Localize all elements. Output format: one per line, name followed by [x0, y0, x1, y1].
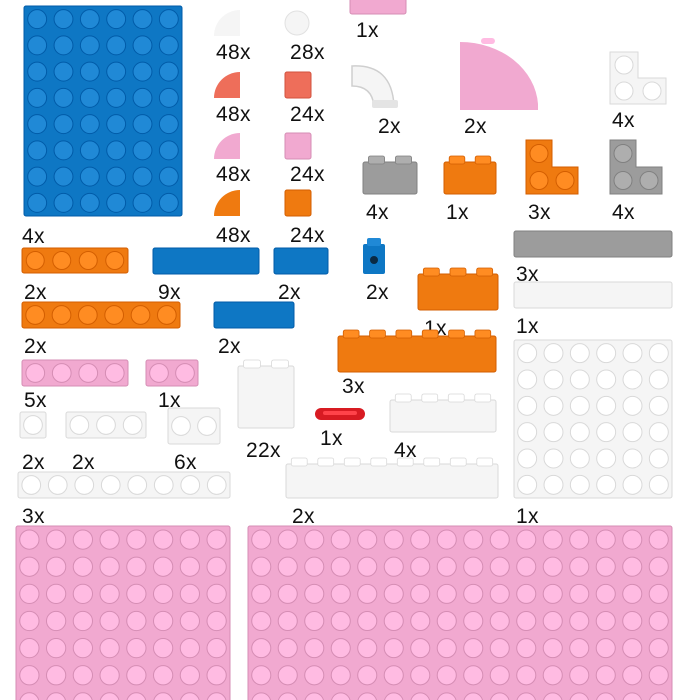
white-quarter-tile-1x1-piece — [214, 10, 240, 36]
white-plate-6x6-quantity: 1x — [516, 505, 539, 528]
orange-brick-1x2-quantity: 1x — [446, 201, 469, 224]
pink-baseplate-16x8-piece — [247, 525, 673, 700]
pink-brick-top-quantity: 1x — [356, 19, 379, 42]
white-brick-1x4-quantity: 4x — [394, 439, 417, 462]
pink-quarter-tile-1x1-quantity: 48x — [216, 163, 251, 186]
salmon-tile-1x1-piece — [284, 71, 312, 99]
orange-corner-plate-piece — [525, 139, 579, 195]
pink-tile-1x1-quantity: 24x — [290, 163, 325, 186]
orange-quarter-tile-1x1-quantity: 48x — [216, 224, 251, 247]
white-tile-1x6-quantity: 1x — [516, 315, 539, 338]
gray-tile-1x6-piece — [513, 230, 673, 258]
pink-quarter-round-4x4-piece — [458, 38, 540, 110]
white-plate-1x3-piece — [65, 411, 147, 439]
white-plate-1x3-quantity: 2x — [72, 451, 95, 474]
white-corner-plate-2x2-quantity: 4x — [612, 109, 635, 132]
white-quarter-tile-1x1-quantity: 48x — [216, 41, 251, 64]
white-curved-pipe-piece — [350, 54, 406, 108]
orange-plate-2x6-quantity: 3x — [342, 375, 365, 398]
pink-plate-1x4-quantity: 5x — [24, 389, 47, 412]
red-bar-holder-quantity: 1x — [320, 427, 343, 450]
blue-brick-1x1-hole-quantity: 2x — [366, 281, 389, 304]
orange-tile-1x1-quantity: 24x — [290, 224, 325, 247]
blue-baseplate-8x10-quantity: 4x — [22, 225, 45, 248]
pink-brick-top-piece — [349, 0, 407, 15]
gray-tile-1x6-quantity: 3x — [516, 263, 539, 286]
white-brick-1x2-low-piece — [167, 407, 221, 445]
white-round-tile-1x1-quantity: 28x — [290, 41, 325, 64]
gray-plate-1x2-quantity: 4x — [366, 201, 389, 224]
blue-tile-1x3-quantity: 2x — [218, 335, 241, 358]
white-corner-plate-2x2-piece — [609, 51, 667, 105]
blue-baseplate-8x10-piece — [23, 5, 183, 217]
gray-corner-plate-piece — [609, 139, 663, 195]
white-tile-1x6-piece — [513, 281, 673, 309]
gray-corner-plate-quantity: 4x — [612, 201, 635, 224]
pink-quarter-tile-1x1-piece — [214, 133, 240, 159]
orange-plate-1x6-piece — [21, 301, 181, 329]
pink-plate-1x2-piece — [145, 359, 199, 387]
salmon-quarter-tile-1x1-quantity: 48x — [216, 103, 251, 126]
white-plate-6x6-piece — [513, 339, 673, 499]
red-bar-holder-piece — [315, 406, 365, 422]
salmon-tile-1x1-quantity: 24x — [290, 103, 325, 126]
orange-corner-plate-quantity: 3x — [528, 201, 551, 224]
white-brick-1x2-tall-piece — [237, 359, 295, 429]
blue-tile-1x4-quantity: 9x — [158, 281, 181, 304]
orange-brick-2x3-piece — [417, 267, 499, 311]
white-plate-1x8-piece — [17, 471, 231, 499]
white-curved-pipe-quantity: 2x — [378, 115, 401, 138]
gray-plate-1x2-piece — [362, 155, 418, 195]
white-plate-1x1-piece — [19, 411, 47, 439]
orange-plate-1x4-quantity: 2x — [24, 281, 47, 304]
salmon-quarter-tile-1x1-piece — [214, 72, 240, 98]
pink-tile-1x1-piece — [284, 132, 312, 160]
pink-plate-1x4-piece — [21, 359, 129, 387]
blue-tile-1x4-piece — [152, 247, 260, 275]
white-plate-1x8-tall-quantity: 2x — [292, 505, 315, 528]
pink-quarter-round-4x4-quantity: 2x — [464, 115, 487, 138]
blue-tile-1x2-piece — [273, 247, 329, 275]
white-plate-1x1-quantity: 2x — [22, 451, 45, 474]
blue-tile-1x3-piece — [213, 301, 295, 329]
orange-plate-1x6-quantity: 2x — [24, 335, 47, 358]
blue-tile-1x2-quantity: 2x — [278, 281, 301, 304]
white-plate-1x8-tall-piece — [285, 457, 499, 499]
orange-brick-1x2-piece — [443, 155, 497, 195]
orange-tile-1x1-piece — [284, 189, 312, 217]
white-brick-1x2-low-quantity: 6x — [174, 451, 197, 474]
orange-plate-1x4-piece — [21, 247, 129, 274]
white-brick-1x2-tall-quantity: 22x — [246, 439, 281, 462]
orange-plate-2x6-piece — [337, 329, 497, 373]
pink-baseplate-8x8-piece — [15, 525, 231, 700]
blue-brick-1x1-hole-piece — [363, 238, 385, 274]
white-brick-1x4-piece — [389, 393, 497, 433]
orange-quarter-tile-1x1-piece — [214, 190, 240, 216]
white-round-tile-1x1-piece — [284, 10, 310, 36]
white-plate-1x8-quantity: 3x — [22, 505, 45, 528]
pink-plate-1x2-quantity: 1x — [158, 389, 181, 412]
